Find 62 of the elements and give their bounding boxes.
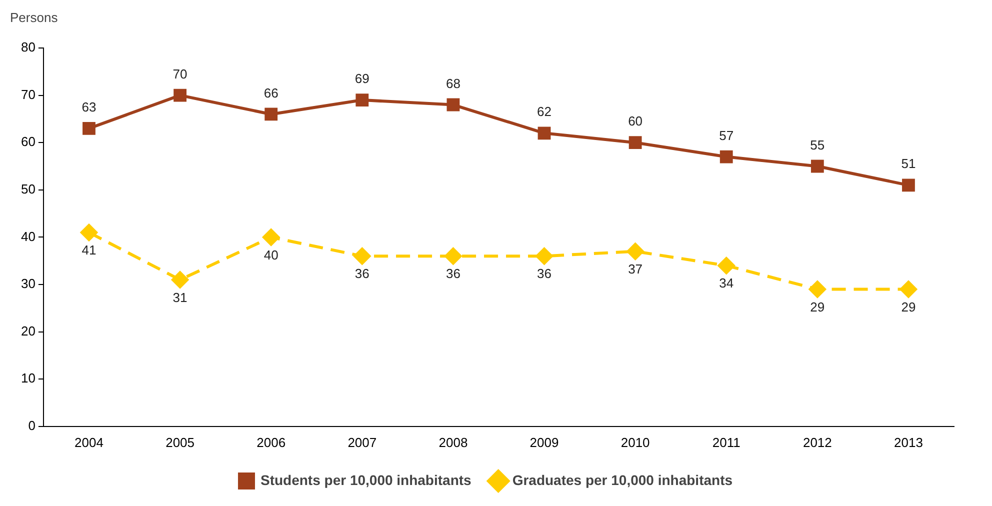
data-label: 36 (354, 266, 370, 282)
data-label: 37 (628, 261, 643, 276)
y-tick-label: 40 (20, 228, 36, 244)
point (262, 228, 280, 246)
y-axis-title: Persons (10, 10, 58, 26)
point (446, 98, 460, 112)
x-tick-label: 2009 (530, 434, 559, 450)
point (538, 126, 551, 140)
y-tick-label: 0 (28, 418, 36, 433)
x-tick-label: 2008 (438, 434, 468, 450)
point (900, 280, 917, 298)
data-label: 29 (901, 299, 916, 314)
x-tick-label: 2004 (74, 434, 104, 450)
point (80, 224, 98, 241)
y-tick-label: 20 (20, 323, 36, 338)
point (354, 248, 371, 265)
point (444, 248, 462, 265)
x-tick-label: 2011 (712, 434, 740, 450)
data-label: 51 (901, 156, 916, 172)
point (356, 94, 369, 106)
data-label: 31 (172, 290, 188, 305)
point (626, 242, 644, 260)
data-label: 36 (446, 266, 460, 282)
y-tick-label: 80 (20, 40, 36, 55)
data-label: 36 (537, 266, 552, 282)
point (808, 280, 826, 298)
x-tick-label: 2005 (166, 434, 194, 450)
x-tick-label: 2006 (256, 434, 286, 450)
x-tick-label: 2013 (894, 434, 923, 450)
data-label: 62 (537, 104, 552, 120)
data-label: 29 (810, 299, 825, 314)
point (174, 88, 186, 102)
point (810, 160, 824, 173)
data-label: 60 (628, 114, 643, 129)
x-tick-label: 2012 (802, 434, 832, 450)
data-label: 63 (82, 99, 96, 114)
data-label: 57 (719, 128, 734, 143)
data-label: 40 (264, 247, 278, 262)
point (536, 248, 553, 265)
y-tick-label: 60 (20, 134, 36, 150)
data-label: 69 (354, 71, 370, 86)
data-label: 55 (810, 137, 825, 152)
point (718, 257, 735, 274)
legend-label: Graduates per 10,000 inhabitants (512, 472, 733, 488)
data-label: 34 (719, 276, 734, 291)
legend-label: Students per 10,000 inhabitants (260, 472, 472, 488)
x-tick-label: 2007 (348, 434, 377, 450)
point (720, 150, 733, 164)
point (902, 178, 915, 192)
data-label: 68 (446, 76, 460, 91)
data-label: 41 (82, 242, 96, 258)
point (172, 271, 189, 288)
y-tick-label: 50 (20, 181, 36, 196)
y-tick-label: 10 (20, 370, 36, 386)
y-tick-label: 70 (20, 86, 36, 102)
point (628, 136, 642, 150)
data-label: 70 (172, 66, 188, 82)
point (82, 122, 96, 135)
x-tick-label: 2010 (620, 434, 650, 450)
point (264, 108, 278, 121)
data-label: 66 (264, 85, 278, 100)
y-tick-label: 30 (20, 276, 36, 292)
